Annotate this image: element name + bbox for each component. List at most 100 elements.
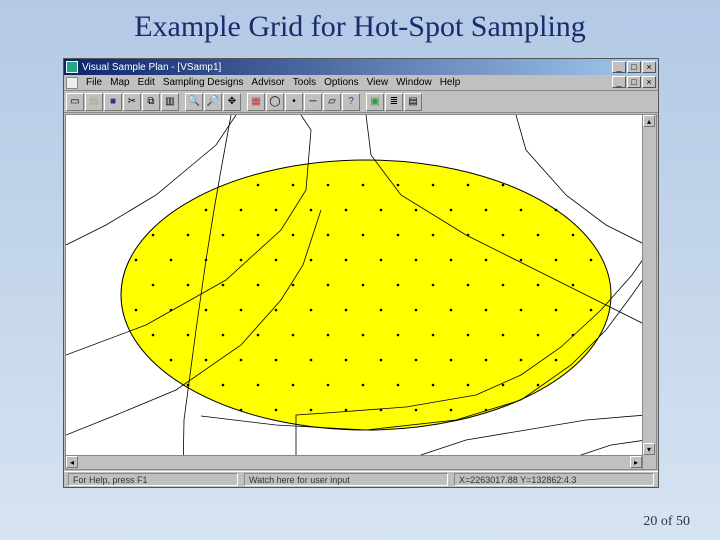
sample-point <box>432 334 435 337</box>
sample-point <box>257 384 260 387</box>
sample-point <box>222 284 225 287</box>
minimize-button[interactable]: _ <box>612 61 626 73</box>
menu-advisor[interactable]: Advisor <box>251 77 284 88</box>
sample-point <box>310 409 313 412</box>
sample-point <box>572 234 575 237</box>
sample-point <box>485 259 488 262</box>
status-help: For Help, press F1 <box>68 473 238 486</box>
sample-point <box>555 359 558 362</box>
sample-point <box>415 309 418 312</box>
sample-point <box>415 209 418 212</box>
info-icon[interactable]: ? <box>342 93 360 111</box>
menu-window[interactable]: Window <box>396 77 432 88</box>
sample-point <box>537 284 540 287</box>
open-icon[interactable]: ▤ <box>85 93 103 111</box>
doc-close-button[interactable]: × <box>642 76 656 88</box>
page-number: 20 of 50 <box>643 514 690 530</box>
sample-point <box>432 384 435 387</box>
sample-point <box>415 259 418 262</box>
sample-point <box>327 384 330 387</box>
menu-view[interactable]: View <box>367 77 389 88</box>
menu-sampling-designs[interactable]: Sampling Designs <box>163 77 244 88</box>
sample-point <box>292 184 295 187</box>
sample-point <box>205 209 208 212</box>
sample-point <box>345 209 348 212</box>
window-title: Visual Sample Plan - [VSamp1] <box>82 62 611 73</box>
sample-point <box>380 409 383 412</box>
sample-point <box>310 259 313 262</box>
poly-icon[interactable]: ▱ <box>323 93 341 111</box>
zoom-out-icon[interactable]: 🔎 <box>204 93 222 111</box>
sample-point <box>345 259 348 262</box>
sample-point <box>502 384 505 387</box>
sample-point <box>292 284 295 287</box>
sample-point <box>555 309 558 312</box>
sample-point <box>397 384 400 387</box>
ellipse-icon[interactable]: ◯ <box>266 93 284 111</box>
sample-point <box>327 334 330 337</box>
status-coords: X=2263017.88 Y=132862:4.3 <box>454 473 654 486</box>
close-button[interactable]: × <box>642 61 656 73</box>
menu-edit[interactable]: Edit <box>138 77 155 88</box>
doc-maximize-button[interactable]: □ <box>627 76 641 88</box>
hotspot-ellipse <box>121 160 611 430</box>
sample-point <box>572 284 575 287</box>
menu-file[interactable]: File <box>86 77 102 88</box>
line-icon[interactable]: ─ <box>304 93 322 111</box>
page-of-label: of <box>661 514 673 529</box>
sample-point <box>485 209 488 212</box>
grid-icon[interactable]: ▦ <box>247 93 265 111</box>
sample-point <box>187 334 190 337</box>
sample-point <box>502 234 505 237</box>
scroll-right-icon[interactable]: ▸ <box>630 456 642 468</box>
menu-help[interactable]: Help <box>440 77 461 88</box>
scroll-left-icon[interactable]: ◂ <box>66 456 78 468</box>
sample-point <box>205 359 208 362</box>
sample-point <box>152 284 155 287</box>
pan-icon[interactable]: ✥ <box>223 93 241 111</box>
sample-point <box>467 284 470 287</box>
sample-point <box>240 359 243 362</box>
sample-point <box>170 309 173 312</box>
sample-point <box>415 409 418 412</box>
list-icon[interactable]: ≣ <box>385 93 403 111</box>
sample-point <box>520 209 523 212</box>
vertical-scrollbar[interactable]: ▴ ▾ <box>642 115 656 469</box>
menu-options[interactable]: Options <box>324 77 358 88</box>
sample-point <box>502 334 505 337</box>
sample-point <box>135 259 138 262</box>
sample-point <box>310 309 313 312</box>
sample-point <box>205 259 208 262</box>
sample-point <box>292 234 295 237</box>
menu-map[interactable]: Map <box>110 77 129 88</box>
menu-tools[interactable]: Tools <box>293 77 316 88</box>
sample-point <box>310 359 313 362</box>
sample-point <box>345 309 348 312</box>
copy-icon[interactable]: ⧉ <box>142 93 160 111</box>
sample-point <box>432 184 435 187</box>
map-canvas[interactable]: ▴ ▾ ◂ ▸ <box>65 114 657 470</box>
status-message: Watch here for user input <box>244 473 448 486</box>
document-icon <box>66 77 78 89</box>
paste-icon[interactable]: ▥ <box>161 93 179 111</box>
cut-icon[interactable]: ✂ <box>123 93 141 111</box>
sample-point <box>572 334 575 337</box>
scroll-up-icon[interactable]: ▴ <box>643 115 655 127</box>
sample-point <box>362 284 365 287</box>
sample-point <box>187 384 190 387</box>
sample-point <box>345 359 348 362</box>
maximize-button[interactable]: □ <box>627 61 641 73</box>
report-icon[interactable]: ▤ <box>404 93 422 111</box>
sample-point <box>187 284 190 287</box>
save-icon[interactable]: ■ <box>104 93 122 111</box>
point-icon[interactable]: • <box>285 93 303 111</box>
scroll-down-icon[interactable]: ▾ <box>643 443 655 455</box>
sample-point <box>275 409 278 412</box>
horizontal-scrollbar[interactable]: ◂ ▸ <box>66 455 642 469</box>
doc-minimize-button[interactable]: _ <box>612 76 626 88</box>
sample-point <box>257 234 260 237</box>
new-icon[interactable]: ▭ <box>66 93 84 111</box>
sample-point <box>537 334 540 337</box>
plot-icon[interactable]: ▣ <box>366 93 384 111</box>
zoom-in-icon[interactable]: 🔍 <box>185 93 203 111</box>
